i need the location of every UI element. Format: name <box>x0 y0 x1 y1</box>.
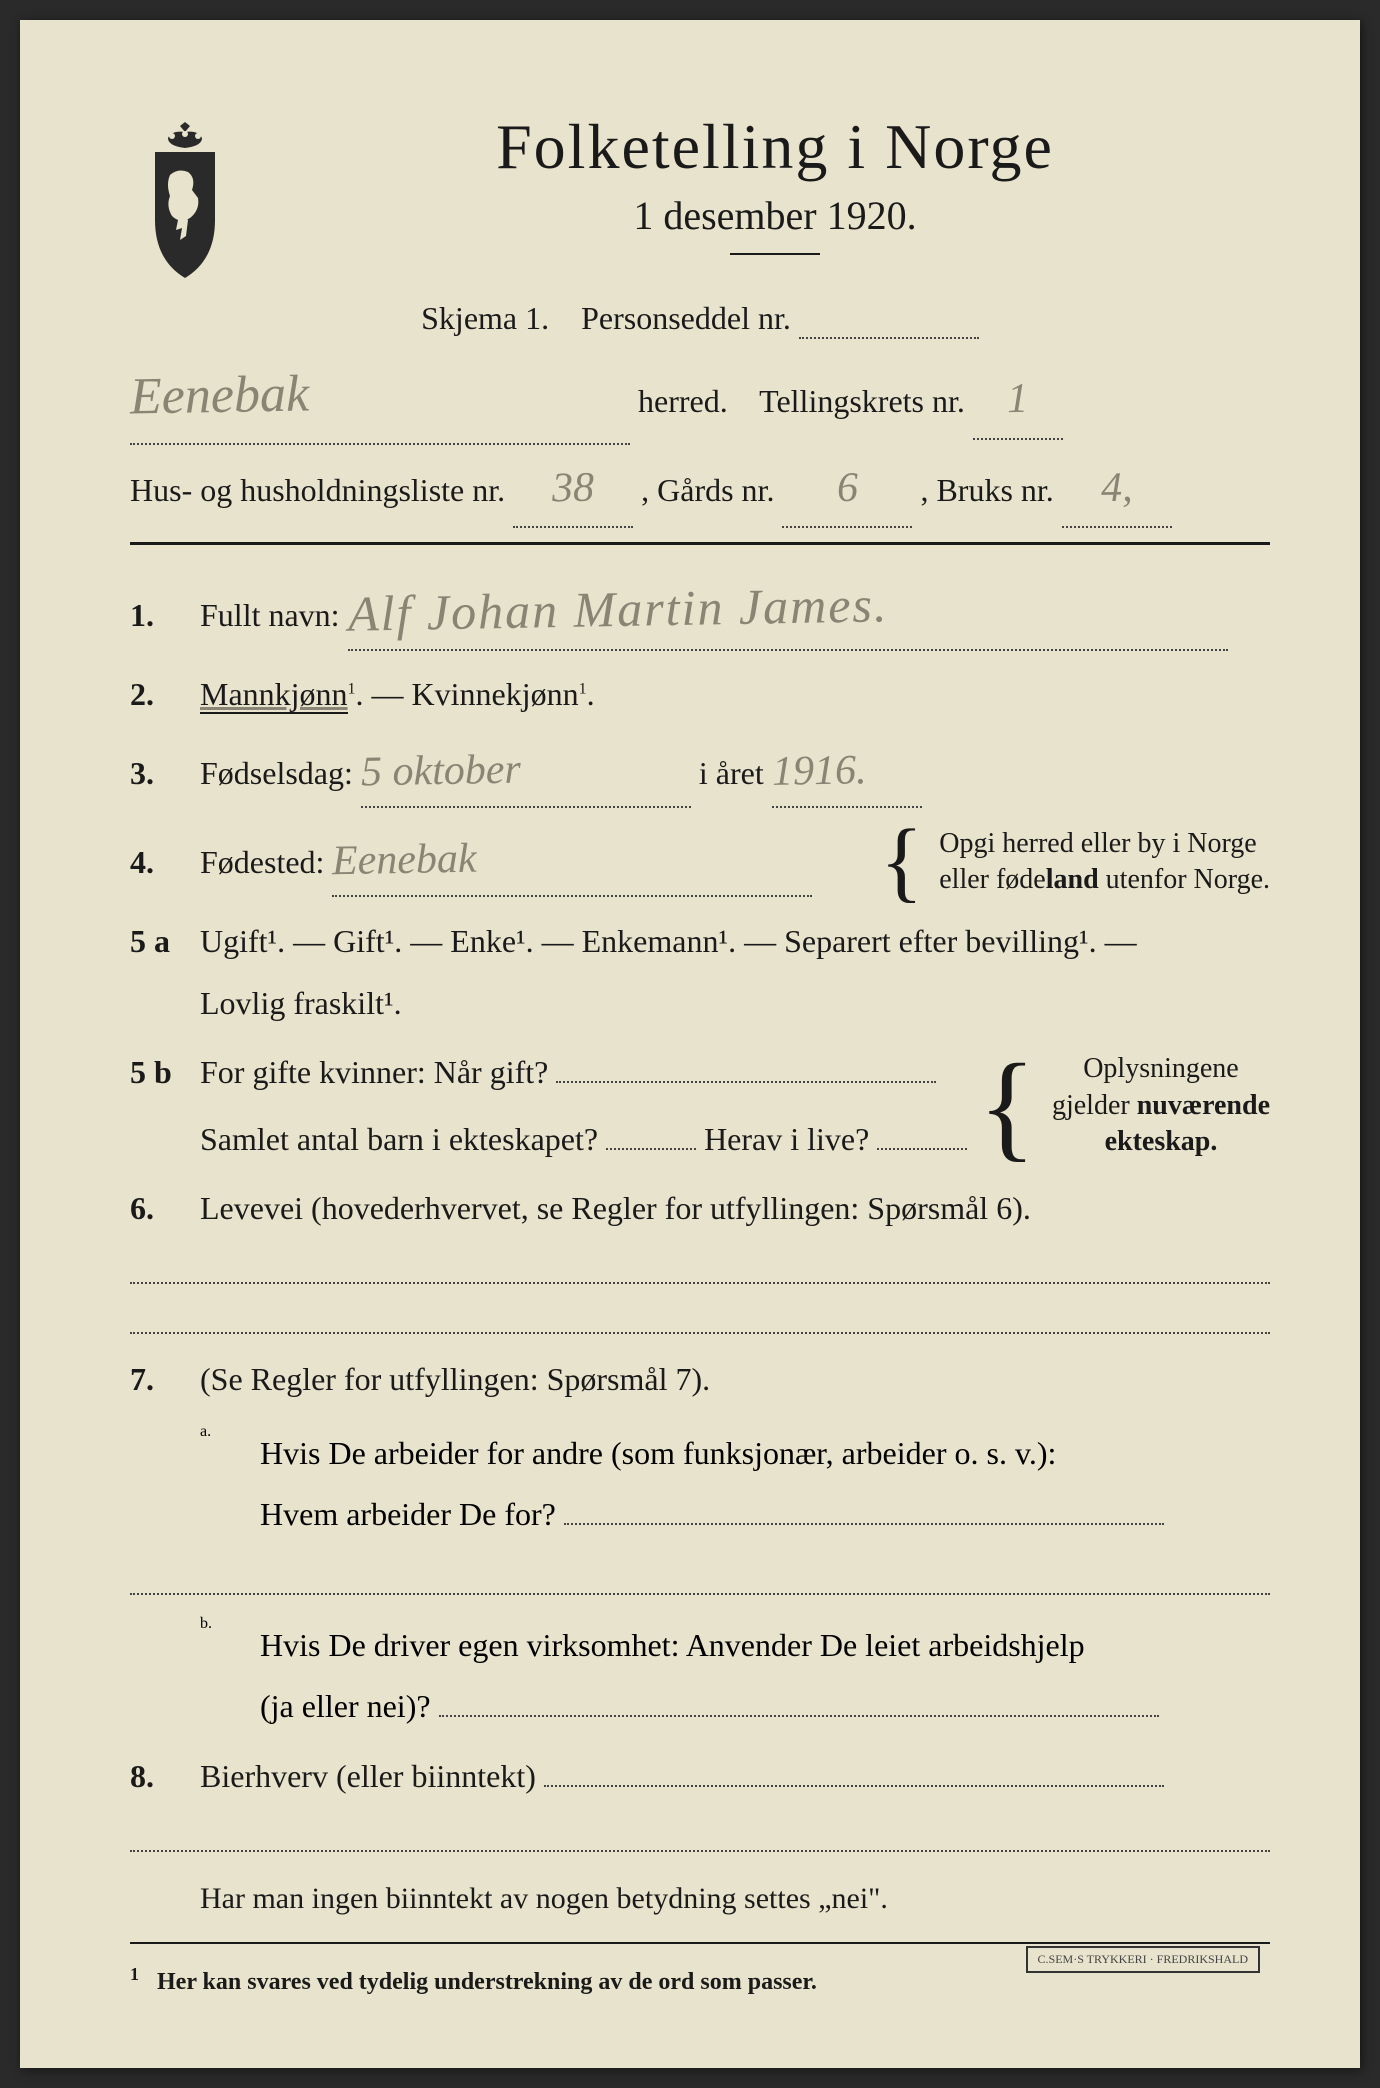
q5b-row: 5 b For gifte kvinner: Når gift? Samlet … <box>130 1047 1270 1165</box>
q2-num: 2. <box>130 669 200 720</box>
q8-num: 8. <box>130 1751 200 1802</box>
q2-mann: Mannkjønn <box>200 676 348 714</box>
q1-body: Fullt navn: Alf Johan Martin James. <box>200 569 1270 651</box>
brace-icon: { <box>978 1064 1036 1148</box>
q7a-letter: a. <box>200 1423 260 1545</box>
brace-icon: { <box>880 830 923 893</box>
personseddel-field <box>799 300 979 339</box>
bruks-label: , Bruks nr. <box>920 472 1053 508</box>
q5a-num: 5 a <box>130 916 200 967</box>
q2-kvinne: Kvinnekjønn <box>412 676 579 712</box>
q7b: b. Hvis De driver egen virksomhet: Anven… <box>200 1615 1270 1737</box>
q2-dash: — <box>372 676 412 712</box>
q2-row: 2. Mannkjønn1. — Kvinnekjønn1. <box>130 669 1270 720</box>
tellingskrets-field: 1 <box>973 362 1063 440</box>
q4-body: Fødested: Eenebak { Opgi herred eller by… <box>200 826 1270 899</box>
q1-num: 1. <box>130 590 200 641</box>
bottom-note: Har man ingen biinntekt av nogen betydni… <box>200 1872 1270 1926</box>
q3-num: 3. <box>130 748 200 799</box>
q5b-live-field <box>877 1148 967 1150</box>
schema-label: Skjema 1. <box>421 300 549 336</box>
header: Folketelling i Norge 1 desember 1920. <box>130 110 1270 280</box>
q5b-note: Oplysningene gjelder nuværende ekteskap. <box>1052 1051 1270 1160</box>
printer-stamp: C.SEM·S TRYKKERI · FREDRIKSHALD <box>1026 1946 1260 1973</box>
q6-field-1 <box>130 1254 1270 1284</box>
q3-mid: i året <box>699 755 772 791</box>
q8-row: 8. Bierhverv (eller biinntekt) <box>130 1751 1270 1802</box>
q5b-body: For gifte kvinner: Når gift? Samlet anta… <box>200 1047 1270 1165</box>
q7a: a. Hvis De arbeider for andre (som funks… <box>200 1423 1270 1545</box>
q2-body: Mannkjønn1. — Kvinnekjønn1. <box>200 669 1270 720</box>
q7a-body: Hvis De arbeider for andre (som funksjon… <box>260 1423 1270 1545</box>
personseddel-label: Personseddel nr. <box>581 300 791 336</box>
q4-note: Opgi herred eller by i Norge eller fødel… <box>939 826 1270 899</box>
q5b-line2: Samlet antal barn i ekteskapet? Herav i … <box>200 1114 972 1165</box>
q8-field <box>544 1785 1164 1787</box>
q5a-row: 5 a Ugift¹. — Gift¹. — Enke¹. — Enkemann… <box>130 916 1270 967</box>
q5b-line1: For gifte kvinner: Når gift? <box>200 1047 972 1098</box>
q1-label: Fullt navn: <box>200 597 340 633</box>
q4-row: 4. Fødested: Eenebak { Opgi herred eller… <box>130 826 1270 899</box>
q3-body: Fødselsdag: 5 oktober i året 1916. <box>200 738 1270 807</box>
title-block: Folketelling i Norge 1 desember 1920. <box>280 110 1270 275</box>
husliste-line: Hus- og husholdningsliste nr. 38 , Gårds… <box>130 451 1270 529</box>
q1-field: Alf Johan Martin James. <box>348 569 1228 651</box>
crest-svg <box>130 120 240 280</box>
census-form-page: Folketelling i Norge 1 desember 1920. Sk… <box>20 20 1360 2068</box>
q1-row: 1. Fullt navn: Alf Johan Martin James. <box>130 569 1270 651</box>
q3-row: 3. Fødselsdag: 5 oktober i året 1916. <box>130 738 1270 807</box>
q5b-num: 5 b <box>130 1047 200 1098</box>
herred-field: Eenebak <box>130 349 630 445</box>
q6-field-2 <box>130 1304 1270 1334</box>
q4-num: 4. <box>130 837 200 888</box>
divider-bottom <box>130 1942 1270 1944</box>
main-title: Folketelling i Norge <box>280 110 1270 184</box>
q4-field: Eenebak <box>332 827 812 896</box>
coat-of-arms-icon <box>130 120 240 280</box>
q3-day-field: 5 oktober <box>361 738 691 807</box>
q3-year-field: 1916. <box>772 738 922 807</box>
q7-intro: (Se Regler for utfyllingen: Spørsmål 7). <box>200 1354 1270 1405</box>
q6-num: 6. <box>130 1183 200 1234</box>
gards-label: , Gårds nr. <box>641 472 774 508</box>
q7a-field <box>564 1523 1164 1525</box>
q7a-field-2 <box>130 1565 1270 1595</box>
tellingskrets-label: Tellingskrets nr. <box>759 383 965 419</box>
q6-row: 6. Levevei (hovederhvervet, se Regler fo… <box>130 1183 1270 1234</box>
title-rule <box>730 253 820 255</box>
q8-body: Bierhverv (eller biinntekt) <box>200 1751 1270 1802</box>
q7-row: 7. (Se Regler for utfyllingen: Spørsmål … <box>130 1354 1270 1405</box>
herred-label: herred. <box>638 383 728 419</box>
q5b-gift-field <box>556 1081 936 1083</box>
gards-field: 6 <box>782 451 912 529</box>
q7-num: 7. <box>130 1354 200 1405</box>
q7b-body: Hvis De driver egen virksomhet: Anvender… <box>260 1615 1270 1737</box>
q3-label: Fødselsdag: <box>200 755 353 791</box>
q5a-cont: Lovlig fraskilt¹. <box>200 978 1270 1029</box>
q5a-body: Ugift¹. — Gift¹. — Enke¹. — Enkemann¹. —… <box>200 916 1270 967</box>
husliste-field: 38 <box>513 451 633 529</box>
date-subtitle: 1 desember 1920. <box>280 192 1270 239</box>
schema-line: Skjema 1. Personseddel nr. <box>130 300 1270 339</box>
husliste-label: Hus- og husholdningsliste nr. <box>130 472 505 508</box>
q5a-opts: Ugift¹. — Gift¹. — Enke¹. — Enkemann¹. —… <box>200 923 1137 959</box>
q7b-field <box>439 1715 1159 1717</box>
bruks-field: 4, <box>1062 451 1172 529</box>
q5b-barn-field <box>606 1148 696 1150</box>
q6-body: Levevei (hovederhvervet, se Regler for u… <box>200 1183 1270 1234</box>
q4-label: Fødested: <box>200 844 324 880</box>
herred-line: Eenebak herred. Tellingskrets nr. 1 <box>130 349 1270 445</box>
q8-field-2 <box>130 1822 1270 1852</box>
divider-top <box>130 542 1270 545</box>
q7b-letter: b. <box>200 1615 260 1737</box>
